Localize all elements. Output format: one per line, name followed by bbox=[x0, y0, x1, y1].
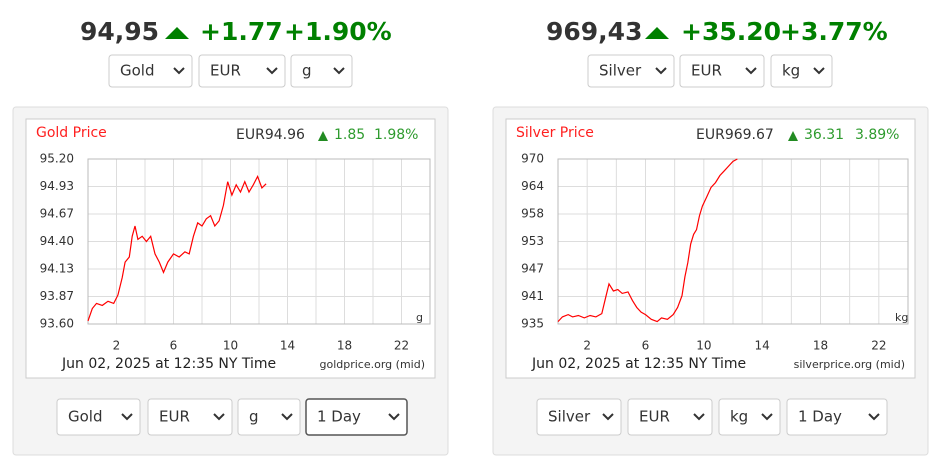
select[interactable] bbox=[627, 398, 713, 436]
y-tick-label: 958 bbox=[521, 207, 544, 221]
x-tick-label: 2 bbox=[583, 339, 591, 353]
select[interactable] bbox=[198, 54, 286, 88]
select-chevron bbox=[333, 67, 345, 75]
price-line bbox=[87, 175, 267, 322]
up-arrow bbox=[318, 131, 328, 141]
select-chevron bbox=[213, 413, 225, 421]
y-tick-label: 94.13 bbox=[40, 262, 74, 276]
x-tick-label: 10 bbox=[223, 339, 238, 353]
y-tick-label: 95.20 bbox=[40, 152, 74, 166]
select-chevron bbox=[388, 413, 400, 421]
select-chevron bbox=[693, 413, 705, 421]
y-tick-label: 947 bbox=[521, 261, 544, 275]
plot-frame bbox=[557, 158, 909, 325]
y-tick-label: 964 bbox=[521, 179, 544, 193]
select-chevron bbox=[655, 67, 667, 75]
select[interactable] bbox=[679, 54, 765, 88]
x-tick-label: 10 bbox=[696, 339, 711, 353]
quote-change: 36.31 bbox=[804, 127, 844, 143]
change-pct: +1.90% bbox=[284, 17, 392, 46]
select-chevron bbox=[281, 413, 293, 421]
x-tick-label: 18 bbox=[337, 339, 352, 353]
select-label: g bbox=[302, 62, 312, 80]
up-arrow bbox=[165, 27, 189, 39]
up-arrow bbox=[788, 131, 798, 141]
x-tick-label: 2 bbox=[113, 339, 121, 353]
x-tick-label: 6 bbox=[170, 339, 178, 353]
chart-box bbox=[505, 118, 916, 379]
price: 94,95 bbox=[80, 17, 159, 46]
x-tick-label: 22 bbox=[871, 339, 886, 353]
x-tick-label: 22 bbox=[394, 339, 409, 353]
select[interactable] bbox=[536, 398, 622, 436]
source: silverprice.org (mid) bbox=[794, 358, 905, 371]
quote-change: 1.85 bbox=[334, 127, 365, 143]
unit-label: kg bbox=[895, 311, 908, 324]
chart-title: Silver Price bbox=[516, 125, 594, 141]
change-pct: +3.77% bbox=[780, 17, 888, 46]
y-tick-label: 935 bbox=[521, 317, 544, 331]
y-tick-label: 93.60 bbox=[40, 317, 74, 331]
select-label: kg bbox=[730, 408, 748, 426]
select-chevron bbox=[602, 413, 614, 421]
y-tick-label: 941 bbox=[521, 289, 544, 303]
select-label: 1 Day bbox=[317, 408, 361, 426]
select[interactable] bbox=[718, 398, 781, 436]
select-label: g bbox=[249, 408, 259, 426]
select-chevron bbox=[266, 67, 278, 75]
select-label: EUR bbox=[639, 408, 670, 426]
y-tick-label: 94.67 bbox=[40, 206, 74, 220]
quote-change-pct: 3.89% bbox=[855, 127, 899, 143]
select-chevron bbox=[868, 413, 880, 421]
x-tick-label: 18 bbox=[813, 339, 828, 353]
select-chevron bbox=[745, 67, 757, 75]
select-label: Silver bbox=[548, 408, 591, 426]
y-tick-label: 93.87 bbox=[40, 289, 74, 303]
change: +1.77 bbox=[200, 17, 283, 46]
y-tick-label: 970 bbox=[521, 152, 544, 166]
select-label: EUR bbox=[210, 62, 241, 80]
quote: EUR969.67 bbox=[696, 127, 774, 143]
select[interactable] bbox=[290, 54, 353, 88]
select[interactable] bbox=[237, 398, 301, 436]
select-label: EUR bbox=[691, 62, 722, 80]
select[interactable] bbox=[305, 398, 408, 436]
x-tick-label: 6 bbox=[642, 339, 650, 353]
select-label: kg bbox=[782, 62, 800, 80]
select-label: Silver bbox=[599, 62, 642, 80]
price-line bbox=[557, 158, 738, 323]
select[interactable] bbox=[147, 398, 233, 436]
select[interactable] bbox=[108, 54, 193, 88]
select[interactable] bbox=[56, 398, 141, 436]
select-label: Gold bbox=[120, 62, 155, 80]
quote-change-pct: 1.98% bbox=[374, 127, 418, 143]
up-arrow bbox=[645, 27, 669, 39]
price: 969,43 bbox=[546, 17, 642, 46]
change: +35.20 bbox=[681, 17, 781, 46]
y-tick-label: 953 bbox=[521, 234, 544, 248]
select[interactable] bbox=[587, 54, 675, 88]
timestamp: Jun 02, 2025 at 12:35 NY Time bbox=[61, 356, 276, 372]
select-chevron bbox=[173, 67, 185, 75]
chart-title: Gold Price bbox=[36, 125, 107, 141]
x-tick-label: 14 bbox=[755, 339, 770, 353]
y-tick-label: 94.40 bbox=[40, 234, 74, 248]
source: goldprice.org (mid) bbox=[320, 358, 426, 371]
select-label: 1 Day bbox=[798, 408, 842, 426]
quote: EUR94.96 bbox=[236, 127, 305, 143]
select-label: Gold bbox=[68, 408, 103, 426]
y-tick-label: 94.93 bbox=[40, 179, 74, 193]
select-label: EUR bbox=[159, 408, 190, 426]
plot-frame bbox=[87, 158, 431, 325]
x-tick-label: 14 bbox=[280, 339, 295, 353]
select[interactable] bbox=[770, 54, 833, 88]
timestamp: Jun 02, 2025 at 12:35 NY Time bbox=[531, 356, 746, 372]
select[interactable] bbox=[786, 398, 888, 436]
select-chevron bbox=[761, 413, 773, 421]
select-chevron bbox=[121, 413, 133, 421]
unit-label: g bbox=[416, 311, 423, 324]
select-chevron bbox=[813, 67, 825, 75]
